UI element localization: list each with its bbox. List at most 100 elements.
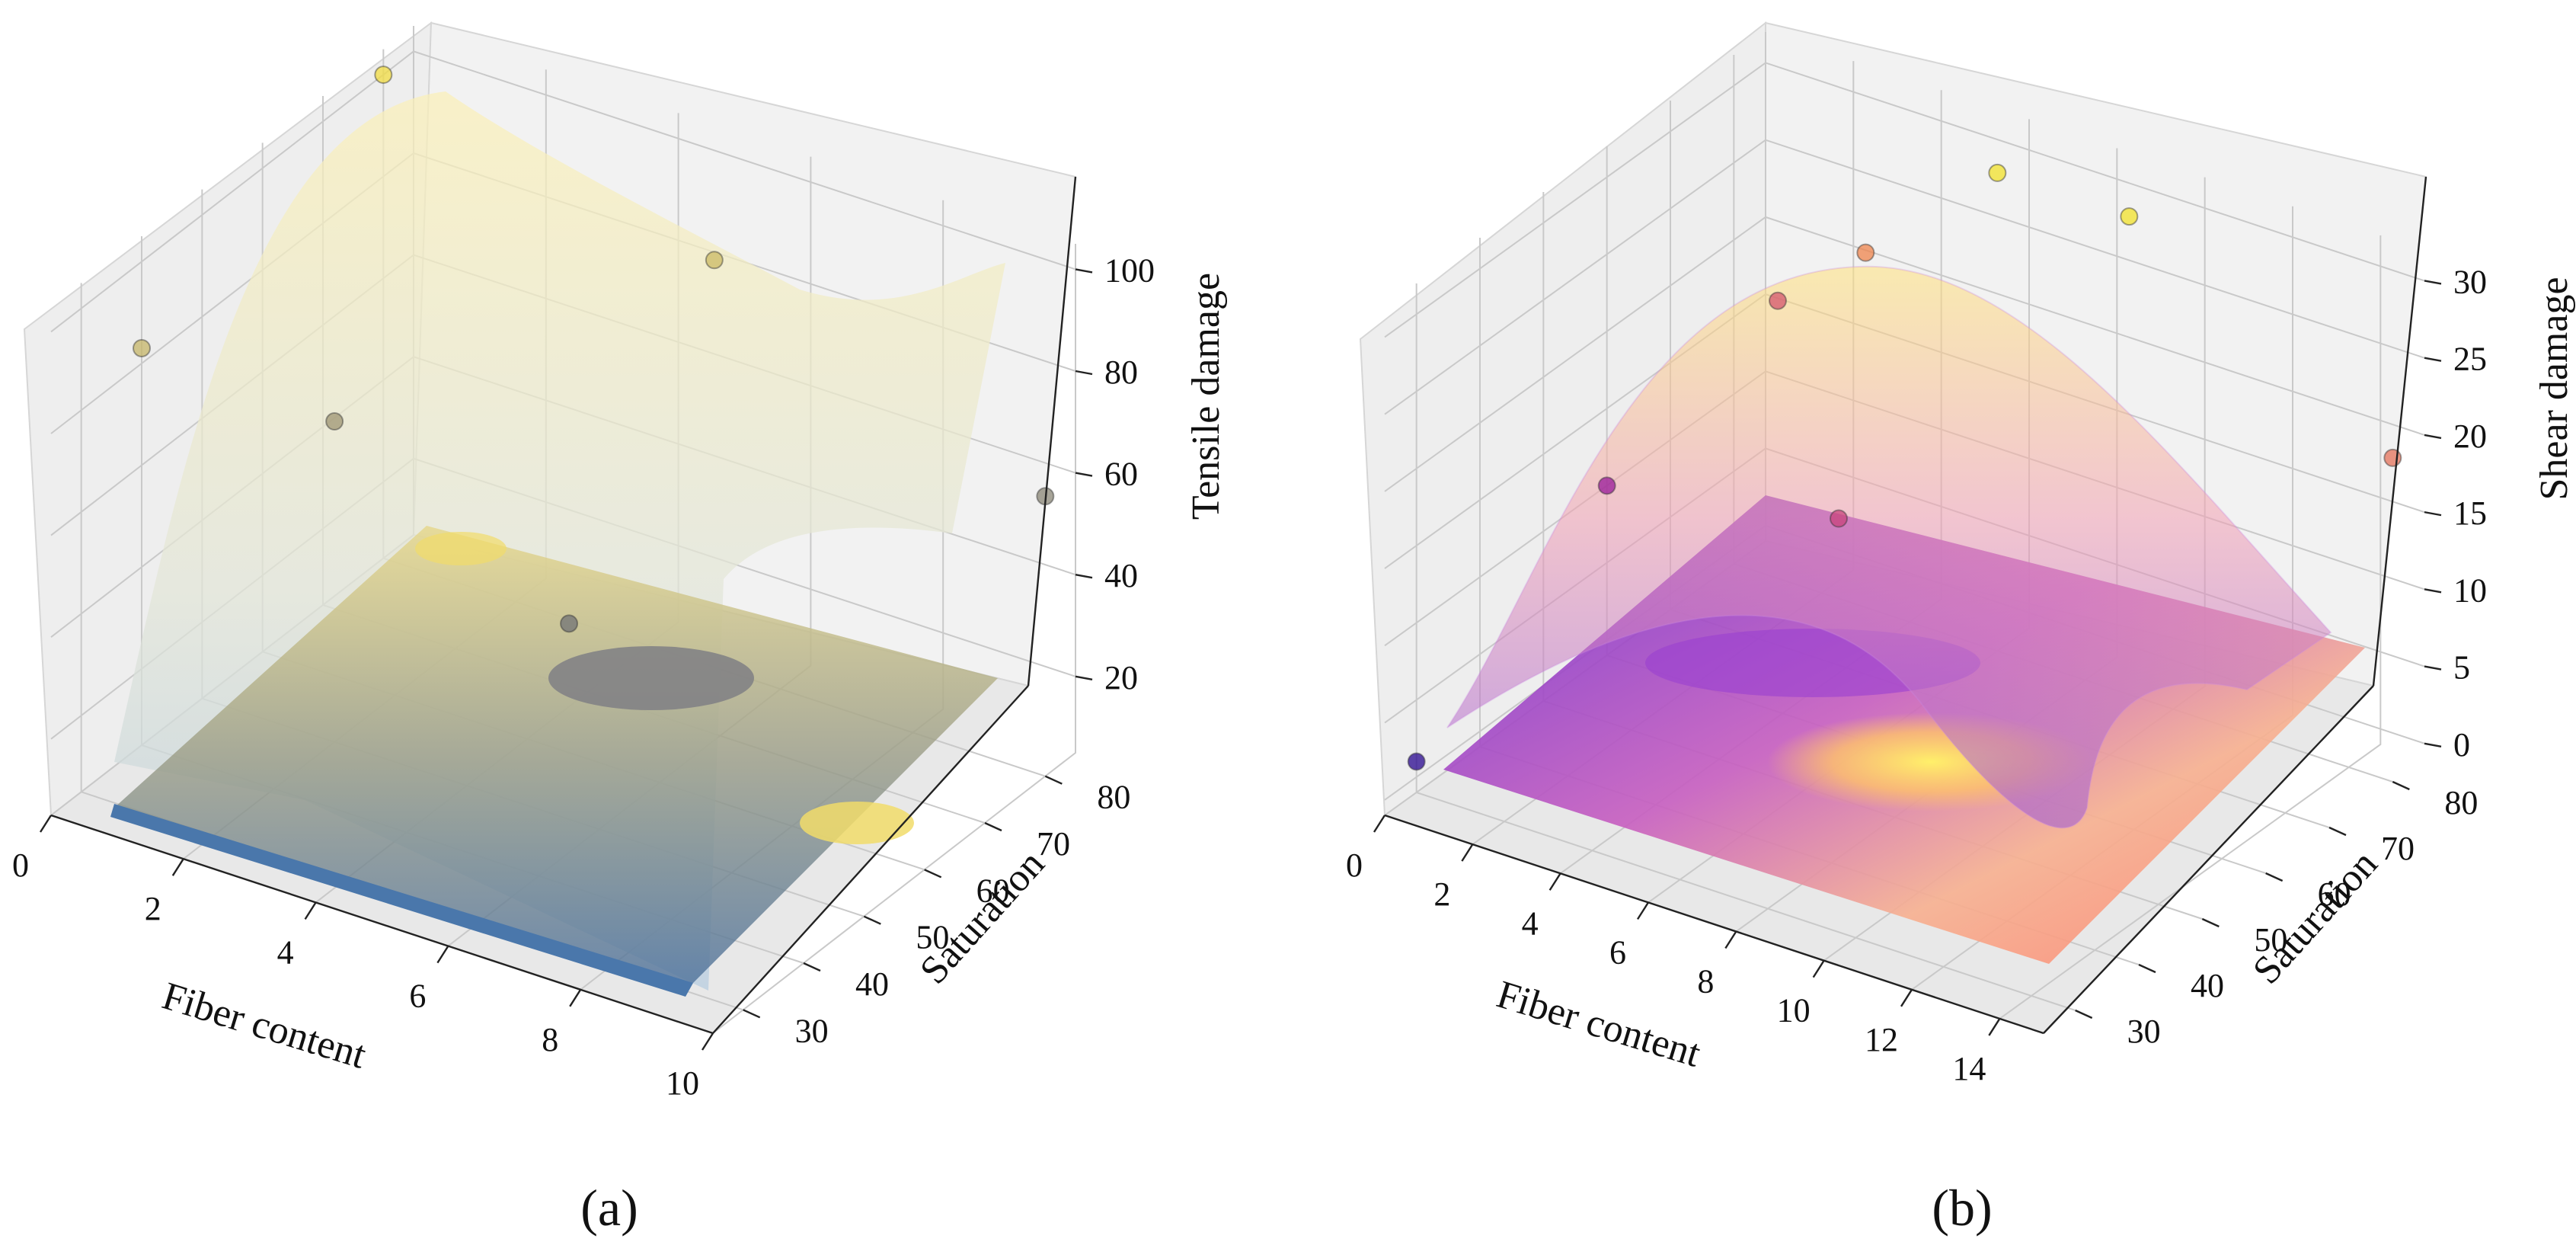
x-tick (1724, 930, 1737, 949)
x-tick (569, 989, 582, 1007)
y-tick (2392, 780, 2410, 791)
x-tick-label: 2 (145, 890, 161, 927)
data-point (560, 614, 579, 633)
x-axis-label: Fiber content (1492, 973, 1706, 1076)
y-tick (2138, 963, 2156, 974)
grid-line-z (1384, 139, 2425, 415)
grid-line-x (712, 244, 1076, 1034)
data-point (1597, 476, 1616, 495)
tick-labels: 0 2 4 6 8 10 12 14 30 40 50 60 70 80 0 5 10 15 20 25 30 (1346, 263, 2487, 1087)
tick-marks (1373, 280, 2442, 1036)
z-tick (2424, 742, 2442, 747)
z-tick (2424, 588, 2442, 594)
x-tick-label: 12 (1865, 1021, 1898, 1058)
x-tick (39, 815, 53, 833)
data-point (705, 251, 724, 270)
tick-marks (39, 268, 1093, 1051)
caption-a: (a) (580, 1179, 638, 1237)
y-tick-label: 30 (795, 1012, 829, 1049)
y-tick-label: 40 (855, 965, 889, 1003)
z-tick-label: 5 (2453, 649, 2470, 687)
grid-line-z (1384, 62, 2425, 338)
x-tick (1988, 1018, 2001, 1036)
z-tick-label: 20 (2453, 418, 2487, 455)
response-surface (1446, 265, 2332, 829)
z-axis-line (1027, 176, 1077, 687)
x-tick-label: 0 (12, 847, 29, 884)
z-tick (1075, 268, 1093, 274)
y-tick (2328, 826, 2347, 837)
chart-panel-a: 0 2 4 6 8 10 30 40 50 60 70 80 20 40 60 80 100 Fiber con… (12, 21, 1228, 1102)
z-tick-label: 15 (2453, 495, 2487, 532)
grid-line-z (50, 50, 1076, 333)
y-tick (803, 962, 821, 972)
x-tick-label: 14 (1952, 1050, 1986, 1087)
z-tick-label: 30 (2453, 263, 2487, 300)
data-points (133, 66, 1055, 633)
grid-line-z (1384, 216, 2425, 492)
x-axis-line (50, 814, 714, 1035)
y-tick (863, 915, 881, 925)
y-axis-label: Saturation (912, 842, 1053, 992)
x-tick-label: 6 (409, 978, 426, 1015)
y-tick (2265, 872, 2284, 882)
y-tick-label: 50 (916, 919, 949, 956)
x-tick-label: 8 (1697, 963, 1714, 1000)
z-tick-label: 0 (2453, 726, 2470, 763)
data-point (1407, 752, 1426, 771)
x-tick (171, 858, 184, 876)
x-tick (304, 901, 317, 920)
z-tick (2424, 434, 2442, 440)
data-points (1407, 163, 2402, 771)
x-tick (436, 945, 449, 964)
z-tick-label: 40 (1104, 557, 1138, 594)
y-tick-label: 80 (2444, 784, 2478, 821)
data-point (1856, 243, 1875, 262)
caption-b: (b) (1932, 1179, 1992, 1237)
z-axis-label: Shear damage (2533, 277, 2576, 500)
z-tick (2424, 357, 2442, 362)
x-tick-label: 6 (1609, 933, 1626, 971)
data-point (1830, 509, 1848, 528)
z-tick (1075, 472, 1093, 477)
data-point (2120, 207, 2139, 226)
z-tick (2424, 511, 2442, 517)
z-axis-label: Tensile damage (1184, 273, 1228, 520)
x-tick-label: 10 (1777, 992, 1811, 1029)
contour-floor-blob (548, 646, 754, 710)
z-tick (1075, 370, 1093, 376)
y-tick-label: 40 (2191, 967, 2224, 1004)
y-tick-label: 60 (976, 872, 1010, 909)
x-tick (1812, 960, 1825, 978)
y-tick (1044, 775, 1063, 785)
x-tick (701, 1032, 714, 1051)
y-tick (924, 869, 942, 879)
z-tick-label: 100 (1104, 251, 1155, 289)
y-tick-label: 70 (1037, 825, 1070, 863)
data-point (133, 338, 151, 357)
y-tick (984, 821, 1002, 832)
data-point (1769, 291, 1787, 310)
x-tick-label: 0 (1346, 847, 1363, 884)
data-point (325, 412, 344, 431)
x-axis-line (1384, 814, 2044, 1035)
x-tick-label: 8 (542, 1021, 558, 1058)
y-axis-line (2043, 685, 2374, 1034)
y-tick-label: 30 (2127, 1013, 2161, 1050)
z-tick-label: 60 (1104, 456, 1138, 493)
x-tick-label: 2 (1433, 875, 1450, 913)
z-tick-label: 10 (2453, 571, 2487, 609)
grid-line-y (1415, 283, 2076, 1011)
z-tick (2424, 280, 2442, 285)
z-tick (2424, 665, 2442, 671)
y-tick-label: 50 (2254, 921, 2287, 959)
x-tick-label: 4 (277, 933, 294, 971)
grid-line-x (1999, 235, 2382, 1020)
x-axis-label: Fiber content (158, 975, 372, 1077)
data-point (1988, 163, 2007, 182)
y-axis-line (712, 685, 1029, 1034)
x-tick-label: 4 (1522, 904, 1539, 942)
z-tick (1075, 675, 1093, 680)
z-tick-label: 25 (2453, 341, 2487, 378)
